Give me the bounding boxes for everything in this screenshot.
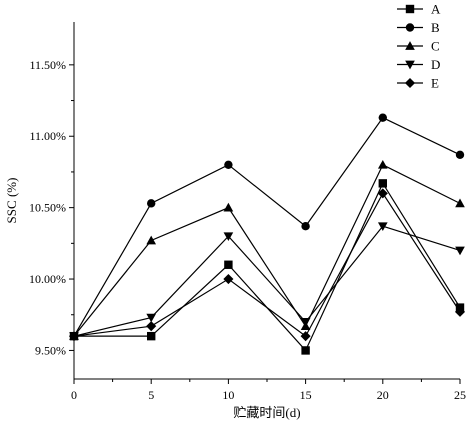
data-point-C xyxy=(377,159,388,169)
series-C xyxy=(69,159,465,341)
legend-marker xyxy=(404,77,416,89)
series-line-B xyxy=(73,116,461,337)
y-tick-label: 9.50% xyxy=(35,343,66,357)
series-layer xyxy=(68,113,466,355)
y-axis-title: SSC (%) xyxy=(4,178,19,224)
data-point-B xyxy=(301,222,310,231)
data-point-B xyxy=(455,150,465,160)
data-point-E xyxy=(146,321,157,332)
x-tick-label: 15 xyxy=(300,388,312,402)
legend-item-C: C xyxy=(397,39,440,54)
data-point-D xyxy=(146,313,157,323)
legend-item-A: A xyxy=(397,2,441,17)
x-tick-label: 0 xyxy=(71,388,77,402)
legend-label: C xyxy=(431,39,440,54)
y-tick-label: 11.00% xyxy=(29,129,66,143)
legend-item-D: D xyxy=(397,57,440,72)
data-point-A xyxy=(147,331,156,341)
series-B xyxy=(69,113,465,341)
x-tick-label: 20 xyxy=(377,388,389,402)
legend-marker xyxy=(405,41,415,50)
series-line-D xyxy=(73,225,461,337)
data-point-D xyxy=(300,318,311,327)
data-point-C xyxy=(146,235,157,245)
data-point-E xyxy=(223,274,234,285)
data-point-D xyxy=(455,246,465,256)
y-tick-label: 10.00% xyxy=(29,272,66,286)
x-tick-label: 10 xyxy=(222,388,234,402)
series-D xyxy=(69,222,465,341)
x-axis-title: 贮藏时间(d) xyxy=(233,405,300,420)
legend-item-E: E xyxy=(397,76,439,91)
legend-label: D xyxy=(431,57,440,72)
axes: 0 5 10 15 20 25 9.50% 10.00% 10.50% 11.00% 11.50% xyxy=(29,22,466,402)
data-point-B xyxy=(378,113,387,122)
data-point-E xyxy=(377,188,388,199)
x-tick-label: 25 xyxy=(454,388,466,402)
x-tick-label: 5 xyxy=(148,388,154,402)
data-point-C xyxy=(455,198,465,208)
series-E xyxy=(68,188,466,342)
data-point-B xyxy=(147,199,156,208)
legend-label: E xyxy=(431,76,439,91)
data-point-E xyxy=(300,331,311,342)
data-point-B xyxy=(224,160,233,169)
data-point-A xyxy=(301,346,310,355)
data-point-A xyxy=(224,260,233,269)
data-point-A xyxy=(378,179,387,188)
legend-marker xyxy=(405,23,415,32)
series-line-C xyxy=(73,163,461,337)
legend-marker xyxy=(405,4,415,14)
legend-label: A xyxy=(431,2,441,17)
data-point-D xyxy=(377,222,388,232)
data-point-E xyxy=(68,331,80,342)
data-point-C xyxy=(223,202,234,212)
series-line-E xyxy=(73,192,461,338)
data-point-D xyxy=(223,232,234,242)
legend-label: B xyxy=(431,20,440,35)
legend-item-B: B xyxy=(397,20,440,35)
y-tick-label: 10.50% xyxy=(29,201,66,215)
data-point-E xyxy=(454,306,466,317)
legend-marker xyxy=(405,60,415,70)
y-tick-label: 11.50% xyxy=(29,58,66,72)
